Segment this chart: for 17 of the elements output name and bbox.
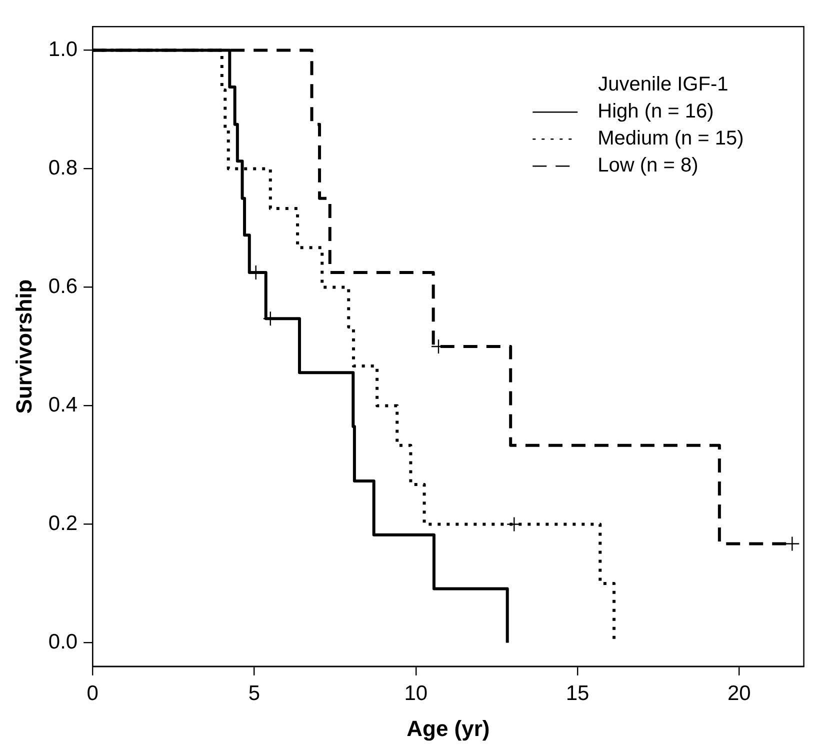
legend-label: High (n = 16)	[598, 100, 714, 123]
x-tick-label: 5	[248, 682, 260, 705]
y-tick-label: 0.4	[48, 394, 78, 417]
x-axis-title: Age (yr)	[406, 716, 490, 741]
y-tick-label: 0.6	[48, 275, 78, 298]
legend-label: Medium (n = 15)	[598, 128, 744, 150]
x-tick-label: 20	[727, 682, 751, 705]
y-tick-label: 0.0	[48, 630, 78, 654]
x-tick-label: 10	[404, 682, 428, 705]
y-tick-label: 0.2	[48, 512, 78, 536]
legend-title: Juvenile IGF-1	[598, 74, 728, 96]
legend-label: Low (n = 8)	[598, 154, 698, 177]
x-tick-label: 15	[566, 682, 590, 705]
x-tick-label: 0	[86, 682, 98, 705]
y-axis-title: Survivorship	[11, 279, 36, 414]
y-tick-label: 1.0	[48, 38, 78, 62]
y-tick-label: 0.8	[48, 156, 78, 180]
